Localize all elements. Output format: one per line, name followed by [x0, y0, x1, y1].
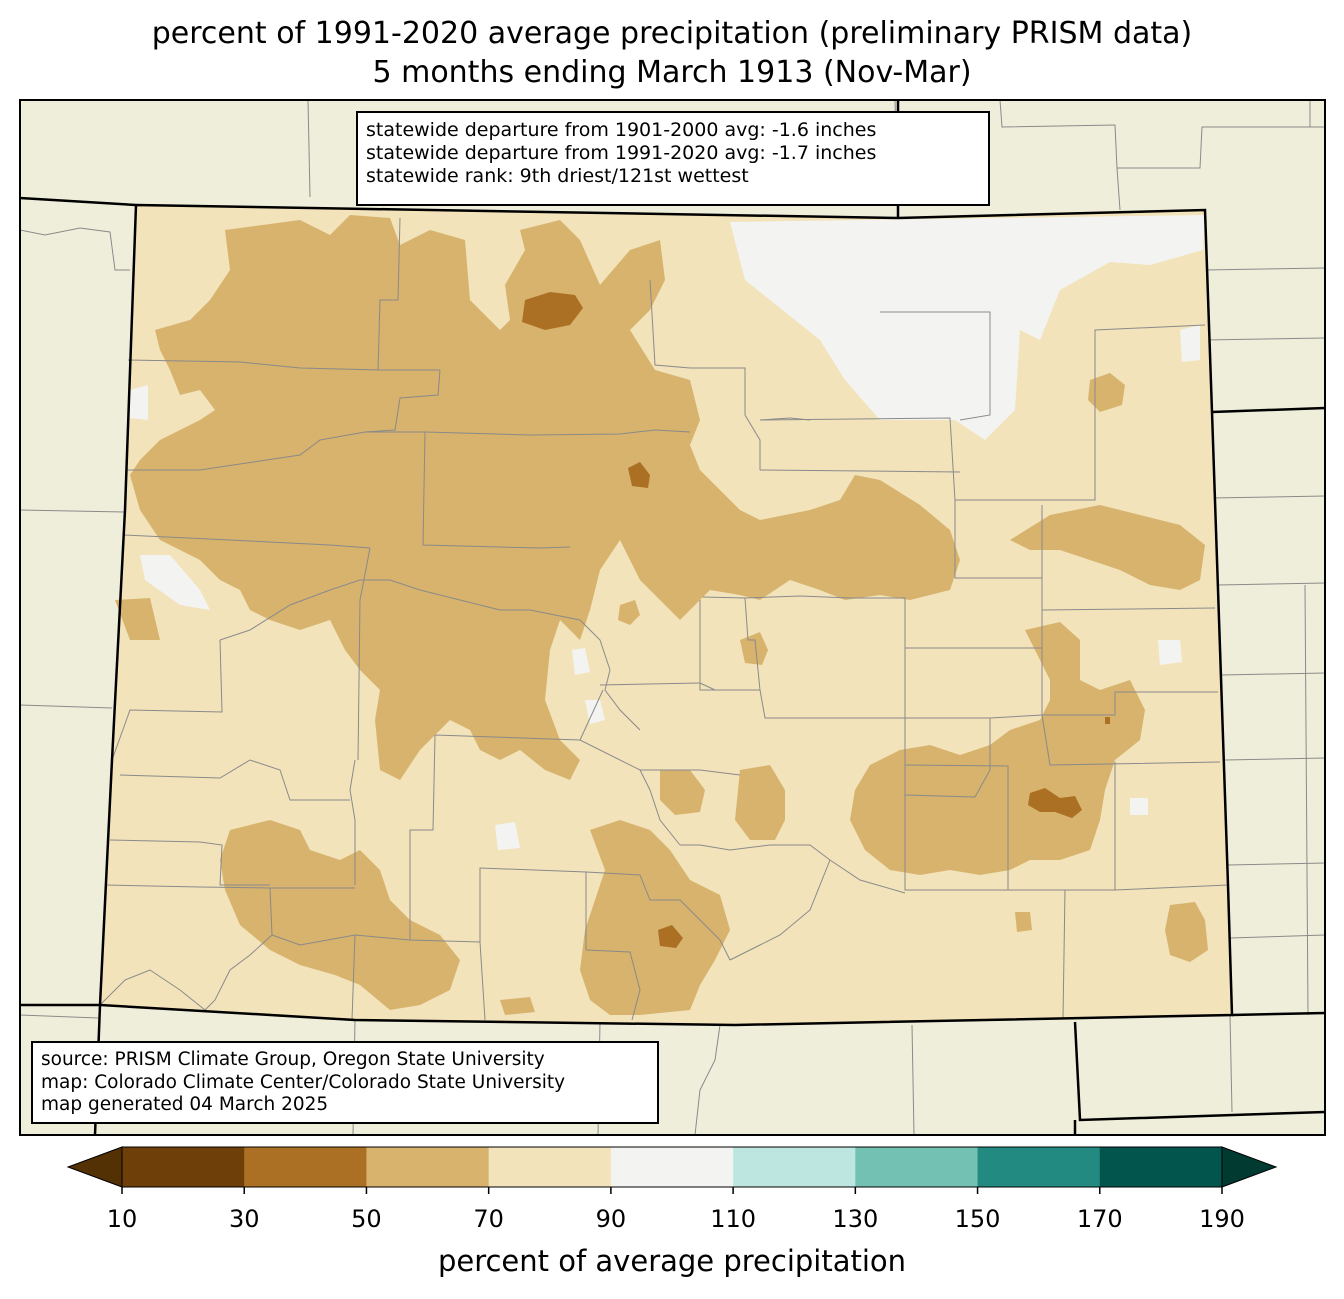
statewide-stats-box: statewide departure from 1901-2000 avg: … — [356, 111, 990, 206]
colorbar-bin — [366, 1147, 490, 1187]
colorado-border — [98, 203, 1234, 1027]
colorbar-tick-label: 10 — [106, 1205, 138, 1233]
colorbar-tick-label: 150 — [954, 1205, 1001, 1233]
colorbar-tick-label: 170 — [1076, 1205, 1123, 1233]
much-below-average-regions — [522, 292, 1110, 948]
colorbar-tick-label: 50 — [351, 1205, 382, 1233]
colorbar-tick-label: 90 — [595, 1205, 627, 1233]
stats-line-1: statewide departure from 1901-2000 avg: … — [366, 119, 877, 141]
near-average-regions — [130, 215, 1205, 850]
colorbar — [66, 1146, 1278, 1194]
colorbar-tick-label: 130 — [832, 1205, 879, 1233]
source-line-1: source: PRISM Climate Group, Oregon Stat… — [41, 1049, 545, 1070]
map-frame — [19, 99, 1326, 1136]
colorbar-bin — [855, 1147, 979, 1187]
colorbar-tick-label: 70 — [473, 1205, 504, 1233]
colorbar-bin — [244, 1147, 367, 1187]
colorbar-bin — [610, 1147, 734, 1187]
colorbar-tick-label: 110 — [710, 1205, 757, 1233]
colorbar-bin — [733, 1147, 856, 1187]
colorbar-tick-label: 190 — [1199, 1205, 1245, 1233]
map-title-line-1: percent of 1991-2020 average precipitati… — [151, 16, 1193, 51]
source-box: source: PRISM Climate Group, Oregon Stat… — [31, 1041, 659, 1124]
colorbar-bin — [1099, 1147, 1223, 1187]
colorbar-bin — [122, 1147, 245, 1187]
state-boundaries — [19, 100, 1326, 1136]
colorbar-bin — [977, 1147, 1101, 1187]
colorado-county-lines — [99, 217, 1229, 1021]
colorbar-bin — [488, 1147, 612, 1187]
map-title-line-2: 5 months ending March 1913 (Nov-Mar) — [372, 55, 972, 90]
colorbar-tick-label: 30 — [228, 1205, 260, 1233]
colorbar-frame — [121, 1146, 1223, 1188]
source-line-3: map generated 04 March 2025 — [41, 1094, 329, 1115]
colorbar-label: percent of average precipitation — [437, 1244, 907, 1278]
stats-line-3: statewide rank: 9th driest/121st wettest — [366, 165, 749, 187]
source-line-2: map: Colorado Climate Center/Colorado St… — [41, 1071, 566, 1093]
stats-line-2: statewide departure from 1991-2020 avg: … — [366, 142, 877, 164]
colorbar-extend-high — [1221, 1146, 1278, 1188]
colorbar-extend-low — [66, 1146, 123, 1188]
